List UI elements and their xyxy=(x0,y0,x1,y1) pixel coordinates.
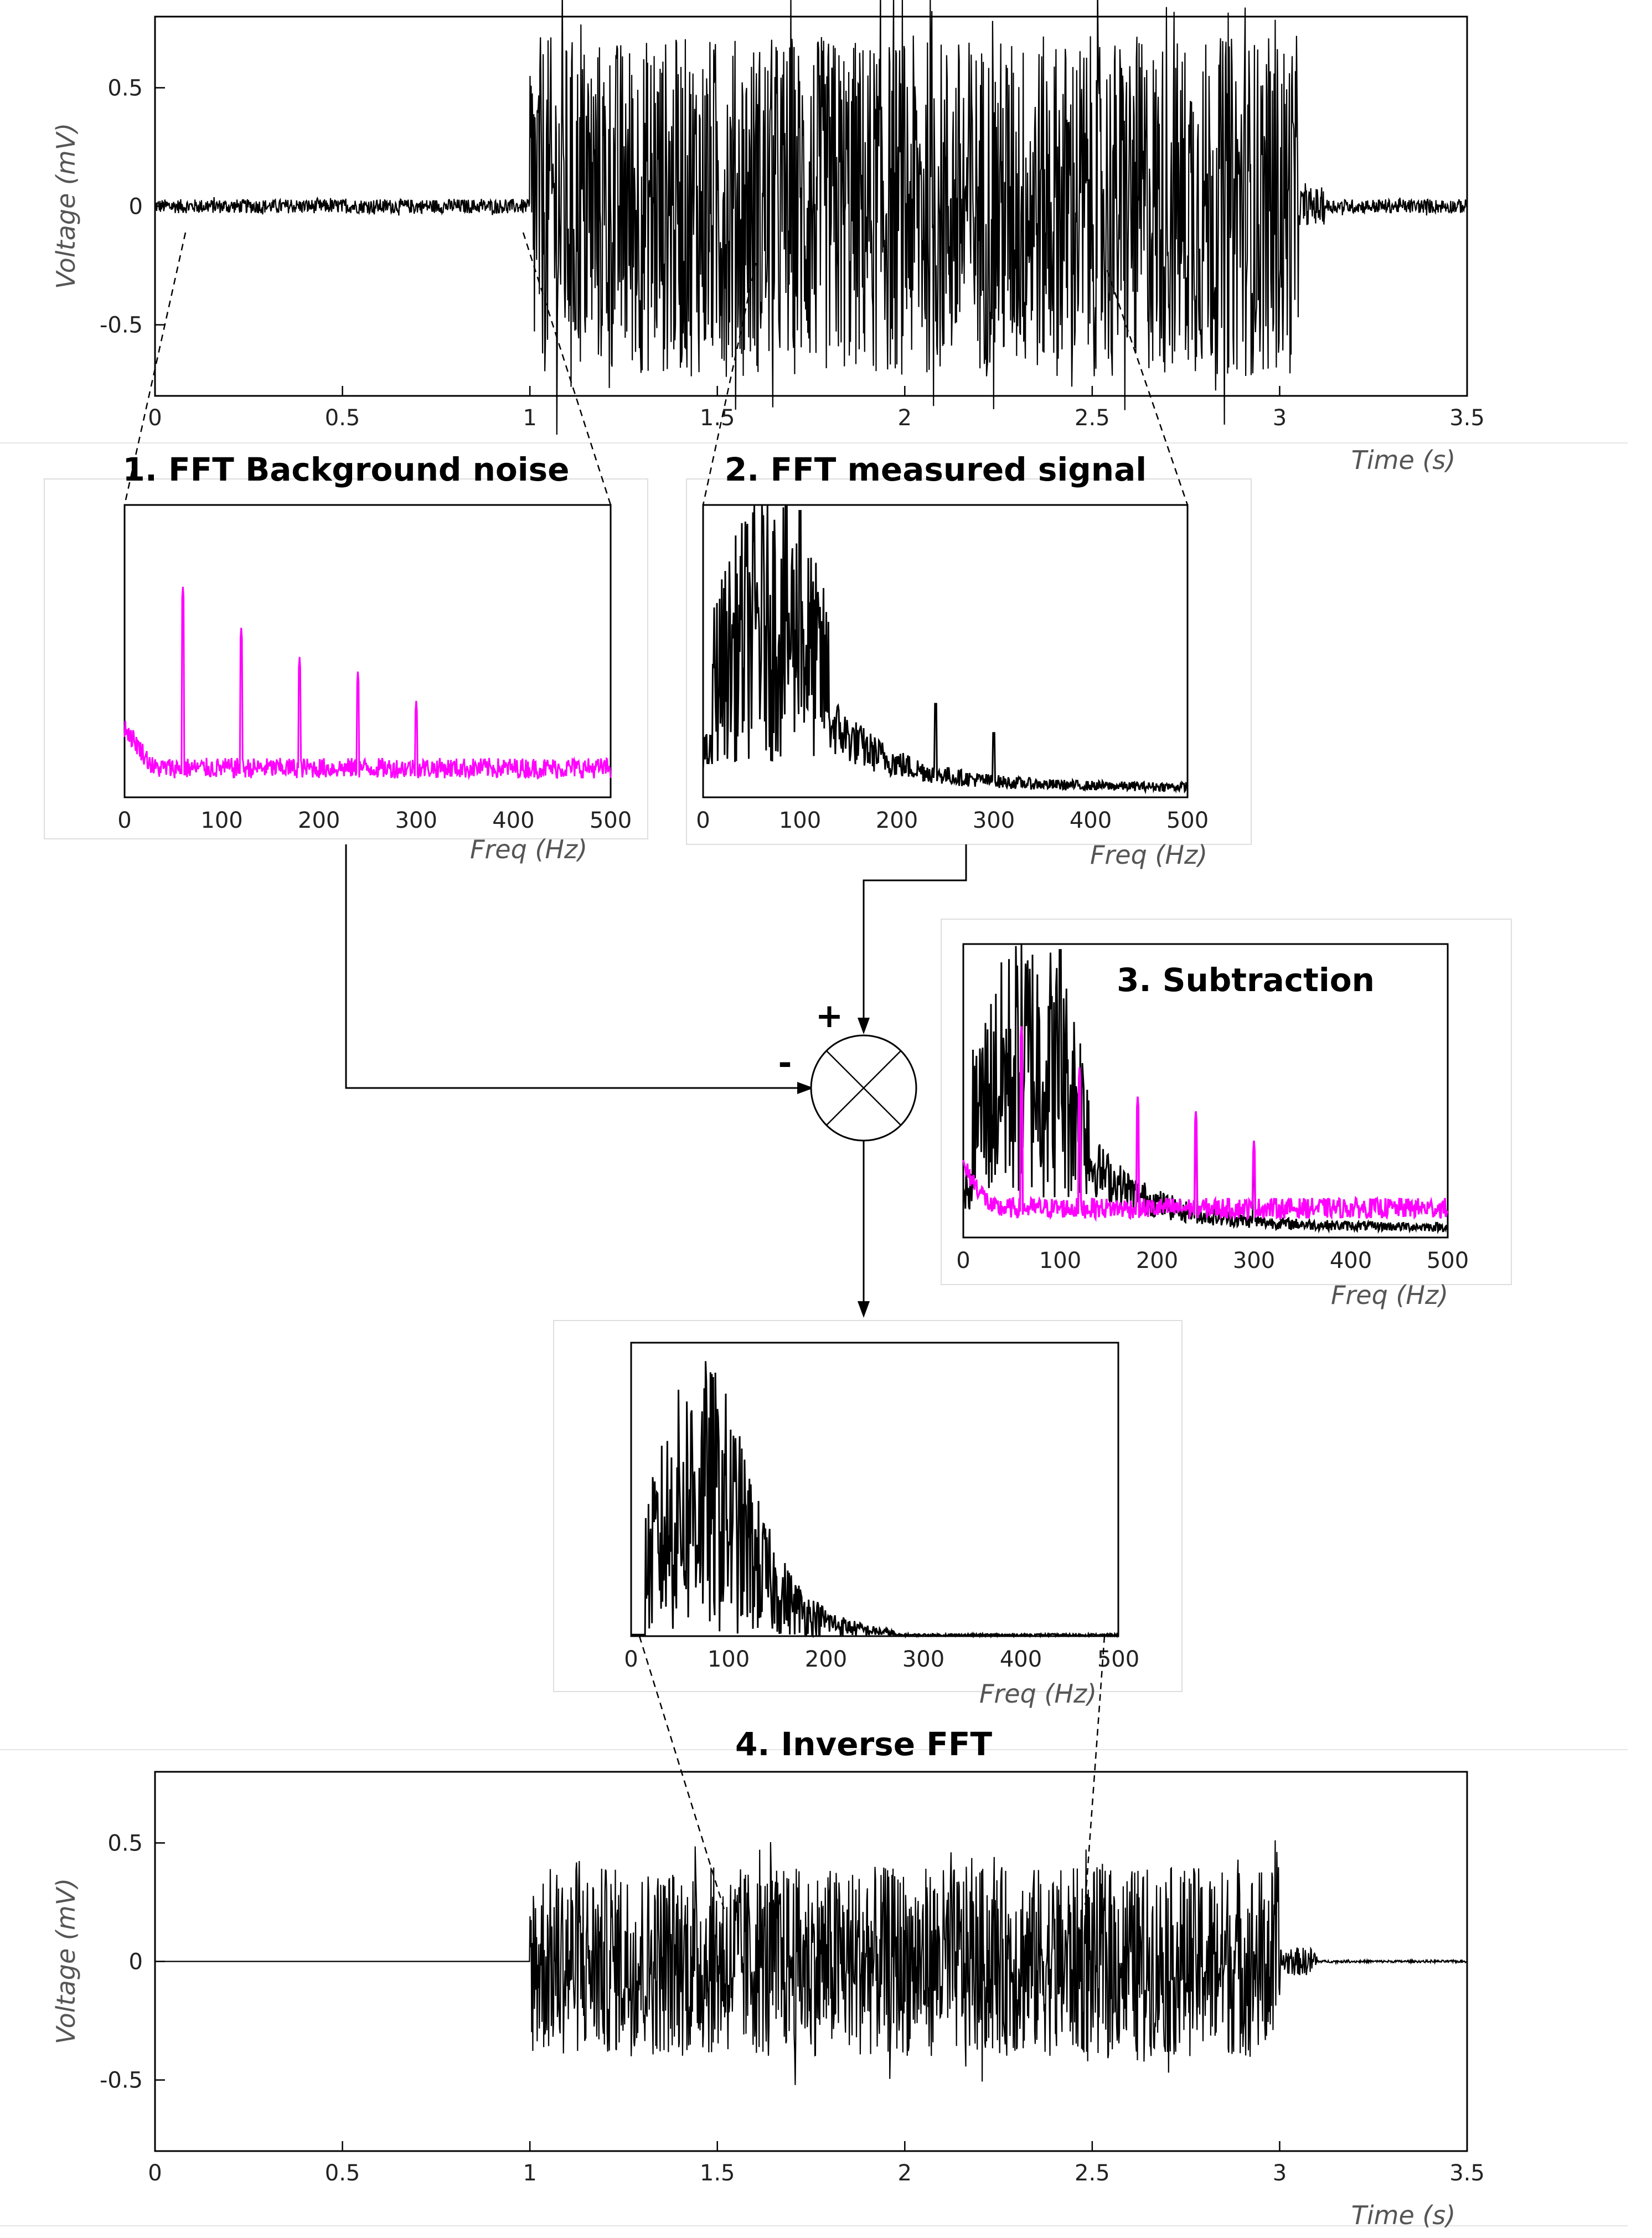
signal-x-tick-label: 400 xyxy=(1070,808,1112,833)
measured-x-tick-label: 2 xyxy=(898,405,912,431)
clean-fft-x-tick-label: 300 xyxy=(902,1647,944,1672)
measured-time-chart: 0 0.5 1 1.5 2 2.5 3 3.5 0.5 0 -0.5 Voltage (mV) T… xyxy=(51,0,1485,475)
minus-sign: - xyxy=(778,1044,792,1082)
signal-to-operator-wire xyxy=(863,844,967,1023)
measured-x-tick-label: 3 xyxy=(1273,405,1287,431)
clean-plot-frame xyxy=(630,1342,1119,1637)
arrow-head xyxy=(858,1301,870,1318)
clean-x-label: Freq (Hz) xyxy=(979,1679,1097,1709)
clean-x-tick-label: 1 xyxy=(523,2160,536,2186)
noise-x-tick-label: 0 xyxy=(117,808,131,833)
signal-x-tick-label: 200 xyxy=(876,808,918,833)
panel-noise xyxy=(44,478,648,839)
measured-x-tick-label: 2.5 xyxy=(1075,405,1110,431)
clean-time-chart: 0 0.5 1 1.5 2 2.5 3 3.5 0.5 0 -0.5 Voltage (mV) T… xyxy=(51,1771,1485,2230)
measured-x-tick-label: 0.5 xyxy=(325,405,360,431)
signal-x-tick-label: 500 xyxy=(1166,808,1209,833)
measured-x-tick-label: 1.5 xyxy=(700,405,735,431)
measured-y-tick-label: -0.5 xyxy=(100,313,143,338)
fft-noise-chart: 1. FFT Background noise 0 100 200 300 400 500… xyxy=(117,451,632,864)
noise-plot-frame xyxy=(123,504,612,798)
noise-x-tick-label: 400 xyxy=(492,808,534,833)
clean-x-tick-label: 1.5 xyxy=(700,2160,735,2186)
fft-subtraction-chart: 3. Subtraction 0 100 200 300 400 500 Freq (Hz… xyxy=(956,943,1469,1310)
clean-fft-x-tick-label: 200 xyxy=(805,1647,847,1672)
signal-plot-frame xyxy=(702,504,1189,798)
clean-y-tick-label: 0 xyxy=(129,1950,143,1975)
noise-spectrum-trace xyxy=(123,586,612,781)
noise-x-tick-label: 500 xyxy=(590,808,632,833)
signal-x-tick-label: 300 xyxy=(973,808,1015,833)
clean-fft-x-tick-label: 0 xyxy=(624,1647,638,1672)
subtraction-operator xyxy=(810,1034,917,1142)
measured-y-label: Voltage (mV) xyxy=(51,123,81,289)
arrow-head xyxy=(858,1018,870,1034)
noise-x-tick-label: 200 xyxy=(298,808,340,833)
clean-fft-x-tick-label: 100 xyxy=(708,1647,750,1672)
subtraction-x-tick-label: 500 xyxy=(1427,1248,1469,1273)
measured-x-label: Time (s) xyxy=(1351,445,1455,475)
subtraction-noise-trace xyxy=(962,1026,1449,1223)
clean-x-tick-label: 3 xyxy=(1273,2160,1287,2186)
subtraction-plot-frame xyxy=(962,943,1449,1239)
clean-x-tick-label: 0.5 xyxy=(325,2160,360,2186)
clean-x-tick-label: 3.5 xyxy=(1449,2160,1485,2186)
zoom-line xyxy=(1106,270,1189,506)
arrow-head xyxy=(797,1082,814,1094)
zoom-line xyxy=(638,1636,726,1914)
subtraction-x-label: Freq (Hz) xyxy=(1331,1280,1448,1310)
zoom-line xyxy=(522,232,612,506)
zoom-line xyxy=(123,232,187,506)
step2-title: 2. FFT measured signal xyxy=(725,451,1147,488)
signal-x-tick-label: 100 xyxy=(779,808,821,833)
clean-x-tick-label: 2.5 xyxy=(1075,2160,1110,2186)
measured-y-tick-label: 0 xyxy=(129,194,143,220)
measured-x-tick-label: 1 xyxy=(523,405,536,431)
fft-clean-chart: 0 100 200 300 400 500 Freq (Hz) xyxy=(624,1342,1139,1709)
clean-fft-x-tick-label: 400 xyxy=(1000,1647,1042,1672)
measured-y-tick-label: 0.5 xyxy=(107,75,143,101)
clean-spectrum-trace xyxy=(631,1361,1119,1639)
signal-spectrum-trace xyxy=(702,504,1189,795)
subtraction-x-tick-label: 300 xyxy=(1233,1248,1275,1273)
measured-x-tick-label: 0 xyxy=(148,405,162,431)
clean-y-tick-label: 0.5 xyxy=(107,1830,143,1856)
clean-x-label-time: Time (s) xyxy=(1351,2200,1455,2230)
signal-x-tick-label: 0 xyxy=(696,808,710,833)
subtraction-x-tick-label: 0 xyxy=(956,1248,970,1273)
clean-y-tick-label: -0.5 xyxy=(100,2068,143,2093)
subtraction-x-tick-label: 400 xyxy=(1330,1248,1372,1273)
measured-signal-trace xyxy=(154,0,1468,435)
noise-to-operator-wire xyxy=(345,844,803,1089)
signal-x-label: Freq (Hz) xyxy=(1090,840,1207,870)
zoom-line xyxy=(702,262,757,506)
step3-title: 3. Subtraction xyxy=(1117,961,1375,999)
plus-sign: + xyxy=(815,997,843,1035)
clean-fft-x-tick-label: 500 xyxy=(1097,1647,1139,1672)
step4-title: 4. Inverse FFT xyxy=(735,1725,992,1763)
fft-signal-chart: 2. FFT measured signal 0 100 200 300 400 500 … xyxy=(696,451,1209,870)
clean-y-label: Voltage (mV) xyxy=(51,1878,81,2044)
clean-signal-trace xyxy=(155,1840,1468,2085)
noise-x-tick-label: 100 xyxy=(200,808,242,833)
clean-x-tick-label: 0 xyxy=(148,2160,162,2186)
noise-x-label: Freq (Hz) xyxy=(470,834,587,864)
subtraction-signal-trace xyxy=(962,943,1449,1234)
clean-x-tick-label: 2 xyxy=(898,2160,912,2186)
measured-x-tick-label: 3.5 xyxy=(1449,405,1485,431)
noise-x-tick-label: 300 xyxy=(395,808,437,833)
subtraction-x-tick-label: 200 xyxy=(1136,1248,1178,1273)
subtraction-x-tick-label: 100 xyxy=(1039,1248,1081,1273)
zoom-line xyxy=(1084,1636,1106,1905)
step1-title: 1. FFT Background noise xyxy=(122,451,569,488)
